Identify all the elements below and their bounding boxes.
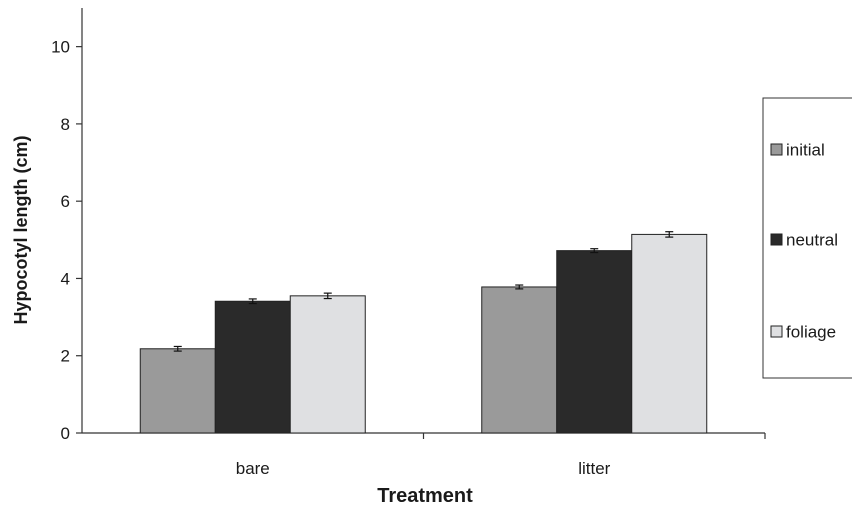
- legend-swatch-foliage: [770, 325, 783, 338]
- error-bars: [173, 231, 674, 352]
- bar-foliage-litter: [631, 233, 708, 434]
- bars: [139, 233, 708, 434]
- x-axis-title: Treatment: [377, 485, 473, 507]
- bar-initial-bare: [139, 348, 216, 434]
- legend: initial neutral foliage: [762, 97, 852, 379]
- y-tick-label: 4: [61, 269, 70, 288]
- bar-foliage-bare: [289, 295, 366, 434]
- y-tick-label: 6: [61, 192, 70, 211]
- legend-swatch-neutral: [770, 233, 783, 246]
- y-tick-label: 2: [61, 347, 70, 366]
- legend-label-foliage: foliage: [786, 323, 836, 342]
- y-tick-label: 8: [61, 115, 70, 134]
- y-tick-label: 10: [51, 38, 70, 57]
- legend-label-neutral: neutral: [786, 231, 838, 250]
- x-tick-label-litter: litter: [578, 459, 610, 478]
- bar-initial-litter: [481, 286, 558, 434]
- y-tick-label: 0: [61, 424, 70, 443]
- bar-neutral-litter: [556, 250, 633, 434]
- y-ticks: 0 2 4 6 8 10: [51, 38, 82, 443]
- y-axis-title: Hypocotyl length (cm): [11, 135, 31, 324]
- x-ticks: bare litter: [236, 433, 766, 478]
- x-tick-label-bare: bare: [236, 459, 270, 478]
- legend-label-initial: initial: [786, 141, 825, 160]
- legend-swatch-initial: [770, 143, 783, 156]
- bar-neutral-bare: [214, 300, 291, 434]
